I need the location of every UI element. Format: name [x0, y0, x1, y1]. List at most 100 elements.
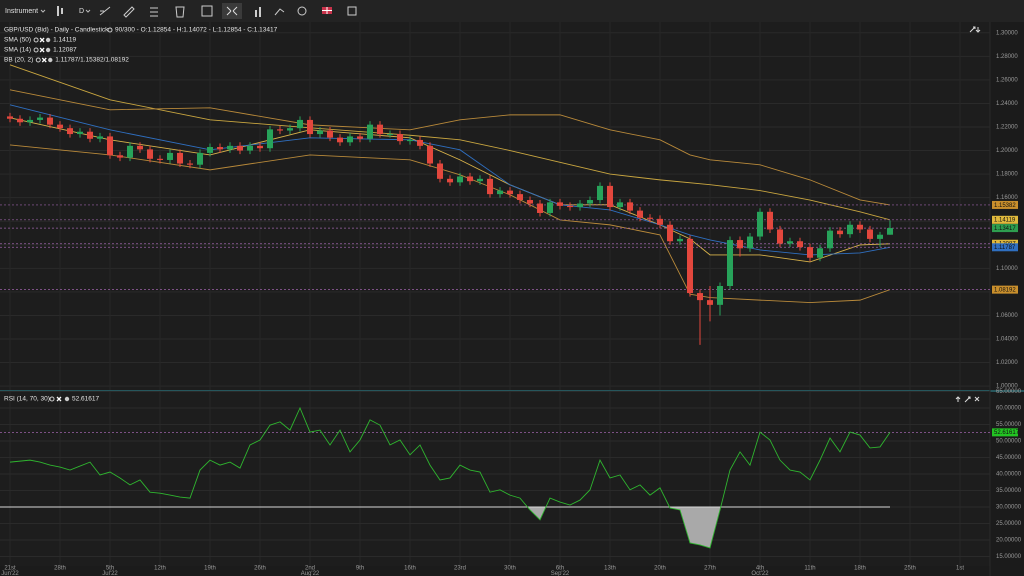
candle-body [547, 202, 553, 213]
candle-body [647, 217, 653, 219]
indicator-value: 1.12087 [53, 47, 77, 54]
language-flag-cross [322, 7, 332, 14]
candle-body [327, 130, 333, 138]
settings-icon[interactable] [48, 57, 53, 63]
candle-body [127, 145, 133, 158]
x-tick-label: 26th [254, 566, 266, 572]
remove-icon[interactable] [39, 47, 45, 53]
candle-body [447, 178, 453, 183]
toolbar-bg [0, 0, 1024, 22]
rsi-legend: RSI (14, 70, 30) 52.61617 [4, 396, 980, 403]
candle-body [767, 211, 773, 230]
toolbar: Instrument D [0, 0, 1024, 22]
indicator-name: BB (20, 2) [4, 57, 33, 64]
candle-body [807, 247, 813, 258]
settings-icon[interactable] [64, 396, 70, 402]
last-value-box [992, 428, 1018, 437]
candle-body [477, 178, 483, 182]
candle-body [297, 119, 303, 129]
maximize-icon[interactable] [964, 396, 971, 403]
interval-button[interactable]: D [79, 8, 84, 15]
fib-tool[interactable] [150, 7, 158, 17]
indicator-legend: SMA (50) 1.14119 SMA (14) 1.12087 BB (20, 2)… [4, 37, 129, 64]
candle-body [277, 129, 283, 131]
candle-body [207, 147, 213, 153]
candle-body [67, 128, 73, 135]
visibility-icon[interactable] [107, 27, 113, 33]
candle-body [257, 145, 263, 149]
x-tick-month: Oct'22 [751, 571, 769, 576]
candle-body [677, 238, 683, 242]
axes: 1.000001.020001.040001.060001.080001.100… [1, 30, 1021, 576]
move-up-icon[interactable] [955, 396, 961, 402]
share-tool[interactable] [274, 8, 285, 16]
candle-body [867, 229, 873, 239]
settings-icon[interactable] [45, 37, 51, 43]
candle-body [287, 128, 293, 131]
remove-icon[interactable] [41, 57, 47, 63]
y-tick-label: 25.00000 [996, 521, 1022, 527]
rsi-value: 52.61617 [72, 396, 99, 403]
candle-body [177, 152, 183, 164]
y-tick-label: 50.00000 [996, 439, 1022, 445]
candle-body [147, 149, 153, 159]
y-tick-label: 1.02000 [996, 360, 1018, 366]
candle-body [637, 210, 643, 218]
candle-body [117, 155, 123, 158]
x-tick-label: 12th [154, 566, 166, 572]
candle-body [307, 119, 313, 135]
move-down-icon[interactable] [975, 27, 981, 33]
settings-icon[interactable] [45, 47, 51, 53]
last-value-box [992, 285, 1018, 294]
candle-body [437, 163, 443, 179]
candle-body [37, 117, 43, 120]
y-tick-label: 1.18000 [996, 172, 1018, 178]
visibility-icon[interactable] [33, 47, 39, 53]
price-plot [0, 64, 990, 345]
last-value-label: 52.61617 [994, 430, 1020, 436]
x-tick-label: 28th [54, 566, 66, 572]
y-tick-label: 35.00000 [996, 488, 1022, 494]
maximize-icon[interactable] [969, 26, 976, 33]
dropdown-arrow [40, 9, 46, 13]
indicator-line [9, 89, 891, 206]
candle-body [507, 190, 513, 195]
chart-type-icon[interactable] [57, 6, 59, 16]
x-tick-label: 11th [804, 566, 815, 572]
indicator-tool[interactable] [255, 10, 257, 17]
layout-tool[interactable] [201, 5, 213, 17]
candle-body [817, 248, 823, 258]
last-value-label: 1.15382 [994, 203, 1016, 209]
settings-tool[interactable] [297, 6, 307, 16]
visibility-icon[interactable] [33, 37, 39, 43]
remove-icon[interactable] [56, 396, 62, 402]
pen-tool[interactable] [123, 6, 135, 18]
remove-icon[interactable] [39, 37, 45, 43]
candle-body [87, 131, 93, 139]
indicator-line [9, 64, 891, 221]
window-tool[interactable] [347, 6, 357, 16]
fit-tool[interactable] [226, 6, 238, 16]
visibility-icon[interactable] [49, 396, 55, 402]
main-plot-bg [0, 22, 990, 390]
instrument-button[interactable]: Instrument [5, 8, 38, 15]
candle-body [747, 236, 753, 249]
draw-line-tool[interactable] [99, 6, 111, 16]
close-icon[interactable] [974, 396, 980, 402]
x-tick-label: 6th [556, 566, 564, 572]
rsi-plot [0, 406, 990, 549]
last-value-box [992, 224, 1018, 233]
y-tick-label: 30.00000 [996, 505, 1022, 511]
x-tick-label: 5th [106, 566, 114, 572]
candle-body [597, 185, 603, 201]
delete-tool[interactable] [175, 6, 185, 18]
visibility-icon[interactable] [35, 57, 41, 63]
candle-body [737, 240, 743, 249]
rsi-plot-bg [0, 392, 990, 566]
candle-body [347, 136, 353, 143]
y-tick-label: 1.28000 [996, 54, 1018, 60]
x-tick-month: Jun'22 [1, 571, 19, 576]
indicator-value: 1.14119 [53, 37, 76, 44]
candle-body [757, 211, 763, 237]
candle-body [787, 241, 793, 244]
